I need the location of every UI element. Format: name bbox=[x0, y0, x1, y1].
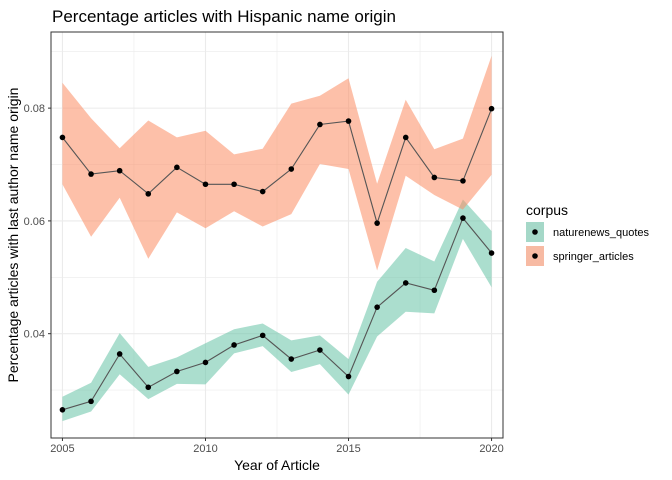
point-naturenews_quotes bbox=[116, 351, 123, 357]
y-axis: 0.04 0.06 0.08 bbox=[24, 103, 51, 341]
point-springer_articles bbox=[231, 181, 237, 188]
confidence-bands bbox=[62, 55, 492, 422]
point-springer_articles bbox=[174, 164, 180, 171]
x-axis: 2005 2010 2015 2020 bbox=[50, 438, 504, 455]
line-naturenews_quotes bbox=[62, 217, 493, 411]
point-naturenews_quotes bbox=[374, 304, 380, 310]
point-springer_articles bbox=[59, 134, 66, 141]
band-naturenews_quotes bbox=[62, 199, 492, 422]
series-lines bbox=[61, 108, 493, 411]
point-springer_articles bbox=[317, 121, 323, 128]
point-naturenews_quotes bbox=[145, 384, 152, 391]
x-tick-label: 2010 bbox=[193, 443, 217, 455]
legend-label-naturenews_quotes: naturenews_quotes bbox=[553, 227, 650, 239]
legend-label-springer_articles: springer_articles bbox=[553, 251, 634, 263]
point-springer_articles bbox=[488, 105, 495, 112]
point-springer_articles bbox=[345, 118, 352, 124]
x-axis-title: Year of Article bbox=[234, 457, 320, 473]
legend-key-point bbox=[532, 253, 538, 259]
point-naturenews_quotes bbox=[431, 287, 438, 294]
point-springer_articles bbox=[202, 181, 209, 188]
point-naturenews_quotes bbox=[174, 368, 180, 375]
point-naturenews_quotes bbox=[317, 347, 323, 353]
x-tick-label: 2005 bbox=[50, 443, 74, 455]
point-naturenews_quotes bbox=[202, 359, 209, 366]
series-points bbox=[59, 105, 495, 413]
point-springer_articles bbox=[288, 166, 295, 172]
y-tick-label: 0.06 bbox=[24, 216, 45, 228]
point-springer_articles bbox=[374, 220, 380, 226]
x-tick-label: 2020 bbox=[479, 443, 503, 455]
plot-border bbox=[50, 31, 504, 439]
band-springer_articles bbox=[62, 55, 492, 271]
y-tick-label: 0.08 bbox=[24, 103, 45, 115]
point-springer_articles bbox=[145, 191, 152, 197]
point-naturenews_quotes bbox=[231, 342, 237, 348]
line-springer_articles bbox=[61, 108, 493, 226]
point-naturenews_quotes bbox=[402, 280, 409, 286]
x-tick-label: 2015 bbox=[336, 443, 360, 455]
point-naturenews_quotes bbox=[259, 332, 266, 339]
point-springer_articles bbox=[402, 134, 409, 141]
point-springer_articles bbox=[431, 174, 438, 181]
legend: corpus naturenews_quotes springer_article… bbox=[526, 202, 650, 266]
point-springer_articles bbox=[259, 188, 266, 195]
chart-title: Percentage articles with Hispanic name o… bbox=[52, 7, 396, 26]
point-naturenews_quotes bbox=[345, 373, 352, 380]
legend-key-point bbox=[532, 229, 538, 235]
point-naturenews_quotes bbox=[88, 398, 94, 405]
point-naturenews_quotes bbox=[488, 250, 495, 256]
point-springer_articles bbox=[460, 178, 466, 184]
point-springer_articles bbox=[88, 171, 94, 177]
point-naturenews_quotes bbox=[288, 356, 295, 362]
point-naturenews_quotes bbox=[460, 215, 466, 221]
y-tick-label: 0.04 bbox=[24, 329, 45, 341]
legend-title: corpus bbox=[526, 202, 568, 218]
y-axis-title: Percentage articles with last author nam… bbox=[5, 88, 21, 383]
point-springer_articles bbox=[116, 167, 123, 174]
point-naturenews_quotes bbox=[59, 407, 66, 413]
